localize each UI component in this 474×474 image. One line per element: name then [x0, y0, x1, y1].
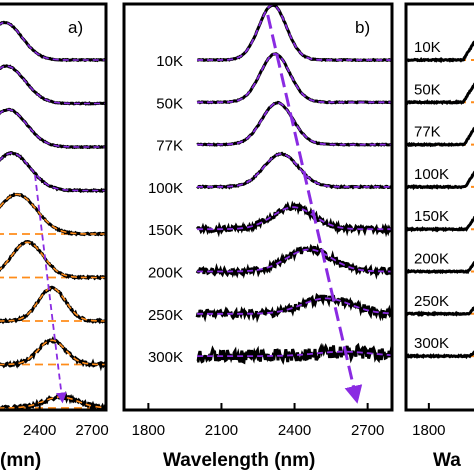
spectrum-a-2 [0, 107, 106, 150]
spectrum-77K [196, 100, 392, 147]
panel-c-x-ticks: 1800 [412, 403, 446, 439]
fit-a-6 [0, 287, 106, 322]
temperature-label-300K: 300K [148, 349, 183, 366]
temperature-label-c-100K: 100K [414, 166, 449, 183]
temperature-label-c-150K: 150K [414, 208, 449, 225]
spectrum-c-50K [406, 82, 474, 106]
spectrum-250K [195, 292, 392, 324]
spectrum-c-150K [406, 215, 474, 233]
peak-shift-arrow-a [34, 174, 67, 404]
fit-250K [197, 297, 392, 315]
temperature-label-100K: 100K [148, 180, 183, 197]
panel-a-label: a) [68, 18, 83, 37]
spectrum-c-300K [406, 349, 474, 360]
x-tick-label: 2700 [351, 422, 384, 439]
panel-a-x-axis-title: (mn) [0, 450, 41, 471]
temperature-label-c-50K: 50K [414, 81, 441, 98]
x-tick-label: 1800 [132, 422, 165, 439]
x-tick-label: 2400 [23, 422, 56, 439]
panel-b-plot [195, 4, 392, 404]
fit-a-8 [0, 396, 106, 409]
temperature-label-200K: 200K [148, 265, 183, 282]
temperature-label-50K: 50K [156, 95, 183, 112]
panel-b-x-ticks: 1800 2100 2400 2700 [132, 403, 384, 439]
temperature-label-c-10K: 10K [414, 39, 441, 56]
panel-c-plot [406, 40, 474, 360]
fit-77K [197, 101, 392, 146]
fit-300K [197, 350, 392, 358]
panel-b-x-axis-title: Wavelength (nm) [163, 450, 315, 471]
x-tick-label: 2100 [205, 422, 238, 439]
fit-a-2 [0, 108, 106, 148]
spectrum-c-250K [406, 306, 474, 317]
fit-150K [197, 206, 392, 231]
spectrum-100K [196, 151, 392, 190]
panel-a-frame [0, 2, 108, 412]
panel-c-temperature-labels: 10K 50K 77K 100K 150K 200K 250K 300K [414, 39, 449, 352]
spectrum-a-3 [0, 151, 106, 194]
fit-a-7 [0, 339, 106, 366]
spectrum-a-6 [0, 285, 106, 325]
fit-10K [197, 4, 392, 61]
fit-a-5 [0, 241, 106, 279]
temperature-label-150K: 150K [148, 222, 183, 239]
panel-b: b) 10K 50K 77K 100K 150K 200K 250K 300K 1800 210… [122, 2, 394, 471]
x-tick-label: 1800 [412, 422, 445, 439]
temperature-label-c-250K: 250K [414, 293, 449, 310]
temperature-label-250K: 250K [148, 307, 183, 324]
spectrum-c-77K [406, 126, 474, 148]
panel-a: a) 2400 2700 (mn) [0, 2, 109, 471]
temperature-label-c-77K: 77K [414, 124, 441, 141]
fit-100K [197, 152, 392, 188]
temperature-label-c-200K: 200K [414, 251, 449, 268]
fit-a-0 [0, 21, 106, 61]
spectrum-a-7 [0, 336, 106, 372]
x-tick-label: 2400 [278, 422, 311, 439]
panel-b-temperature-labels: 10K 50K 77K 100K 150K 200K 250K 300K [148, 53, 183, 366]
spectrum-a-0 [0, 20, 106, 63]
panel-b-label: b) [355, 18, 370, 37]
temperature-label-77K: 77K [156, 138, 183, 155]
spectrum-c-100K [406, 170, 474, 191]
fit-50K [197, 52, 392, 104]
fit-a-1 [0, 65, 106, 105]
spectrum-c-10K [406, 40, 474, 64]
fit-200K [197, 248, 392, 273]
spectrum-300K [196, 342, 392, 366]
panel-b-frame [122, 2, 394, 412]
temperature-label-c-300K: 300K [414, 335, 449, 352]
spectrum-150K [195, 200, 392, 238]
panel-c-x-axis-title: Wa [433, 450, 461, 471]
spectrum-a-5 [0, 239, 106, 281]
fit-a-4 [0, 193, 106, 235]
panel-c: 10K 50K 77K 100K 150K 200K 250K 300K 1800 Wa [404, 2, 474, 471]
panel-a-plot [0, 20, 106, 410]
x-tick-label: 2700 [75, 422, 108, 439]
temperature-label-10K: 10K [156, 53, 183, 70]
peak-shift-arrow [266, 14, 363, 404]
panel-a-x-ticks: 2400 2700 [23, 403, 109, 439]
panel-c-frame [404, 2, 474, 412]
fit-a-3 [0, 152, 106, 192]
spectrum-c-200K [406, 260, 474, 275]
